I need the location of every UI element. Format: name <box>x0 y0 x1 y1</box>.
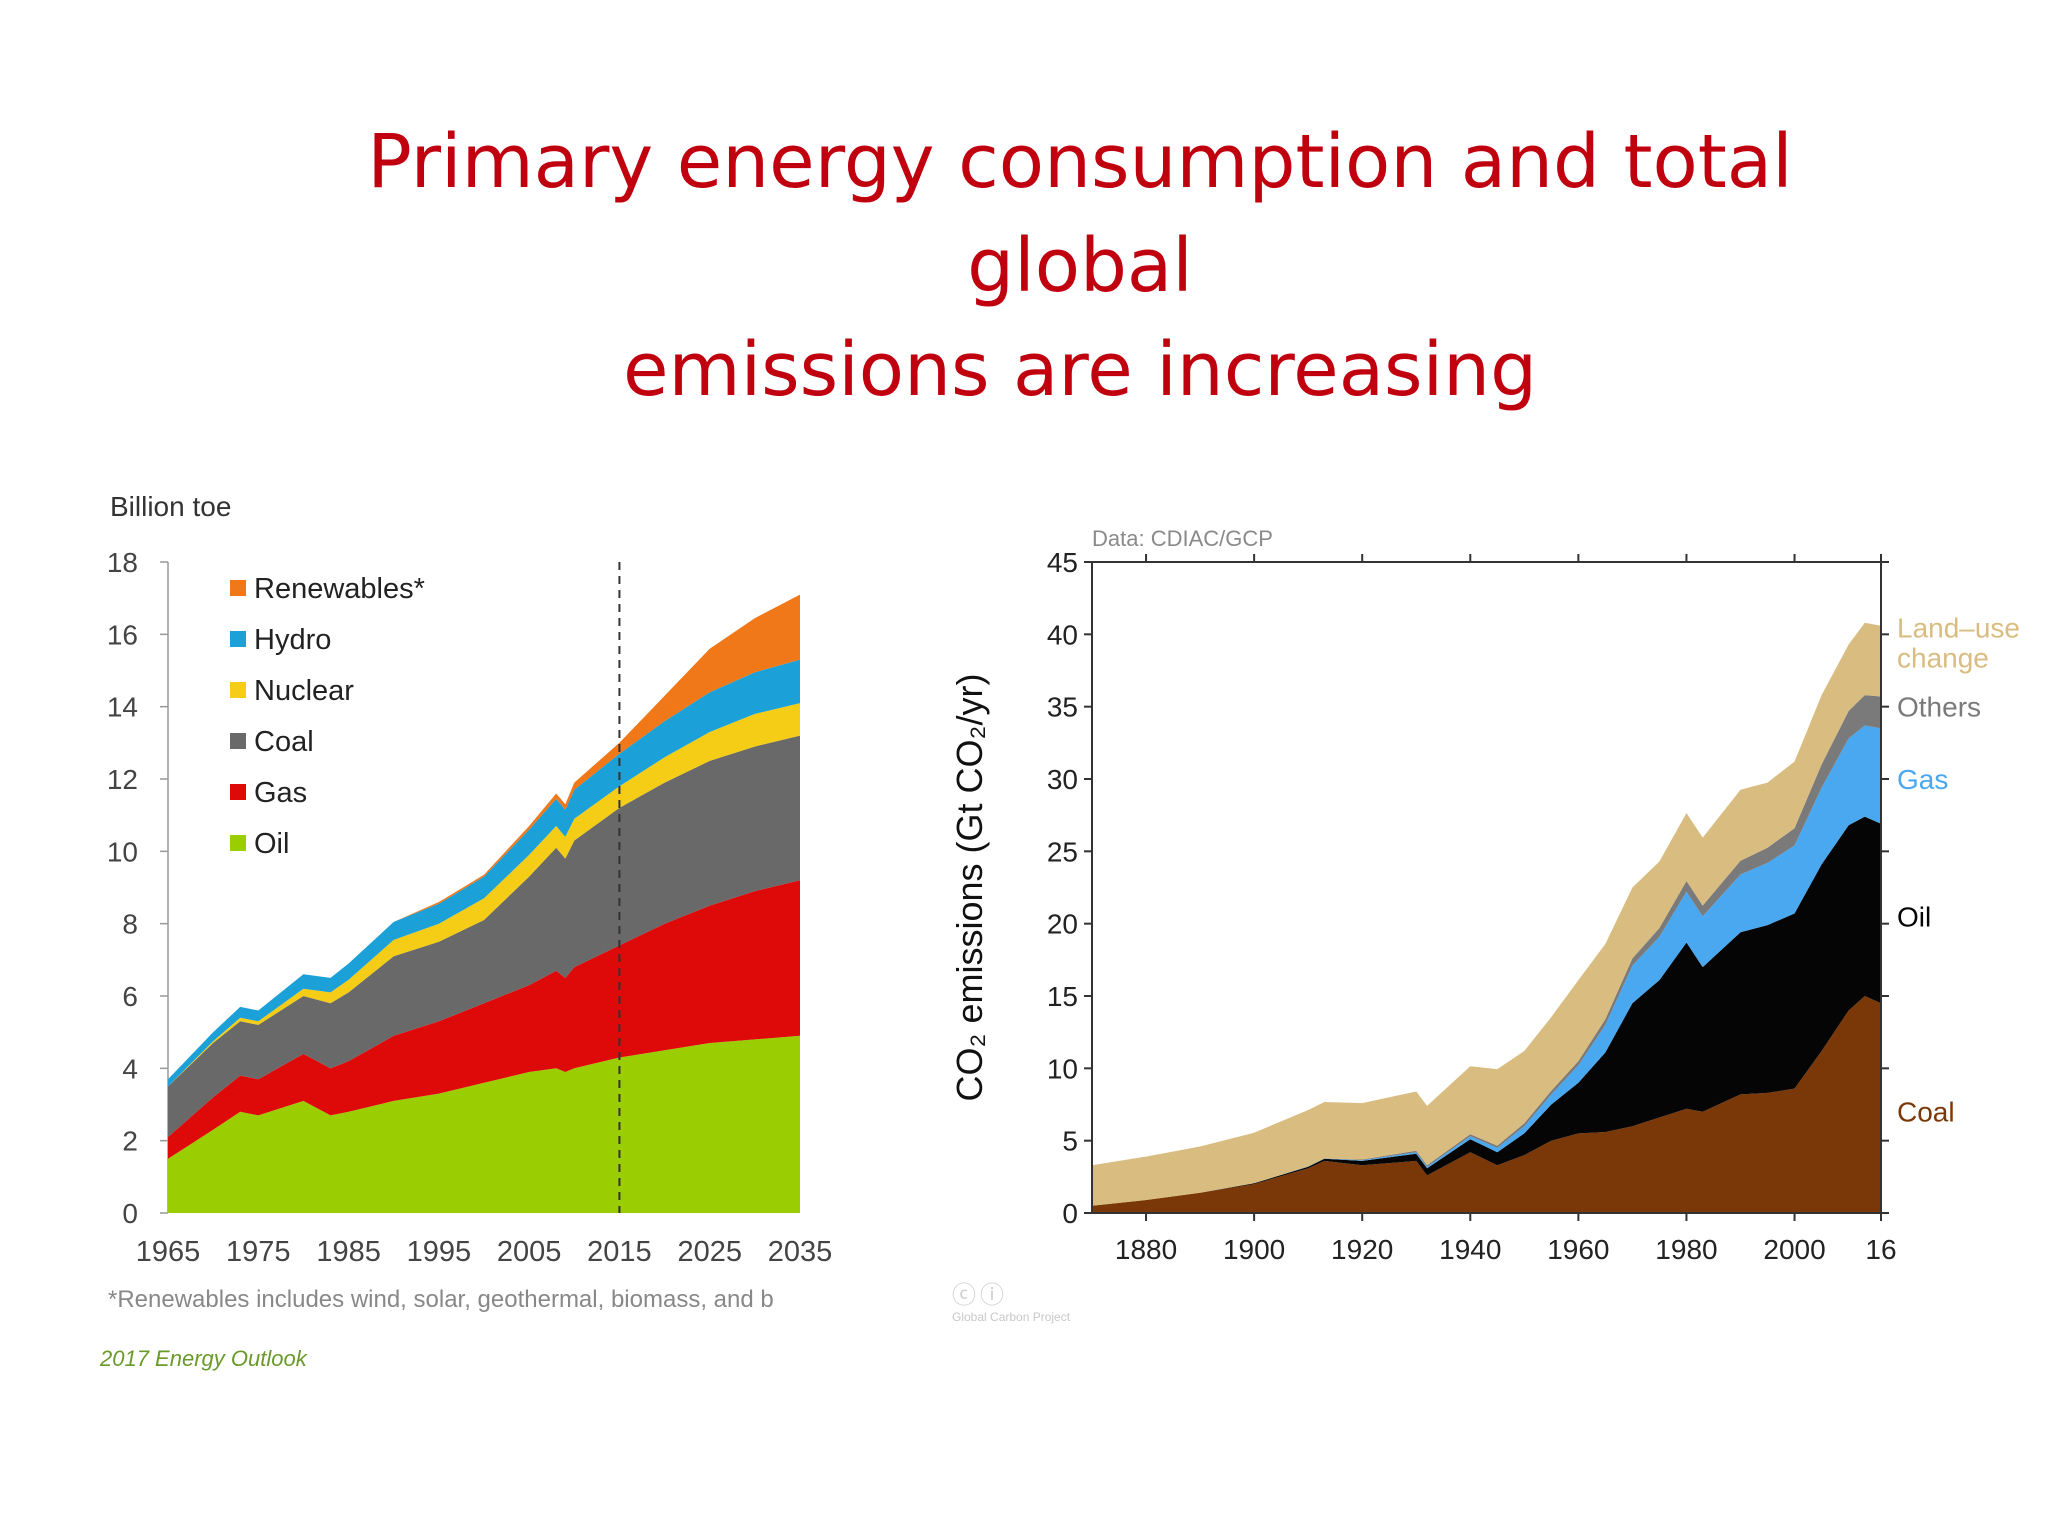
energy-area-renewables <box>168 594 800 1080</box>
y-tick-label: 35 <box>1047 692 1078 723</box>
renewables-footnote: *Renewables includes wind, solar, geothe… <box>108 1286 774 1313</box>
y-tick-label: 30 <box>1047 764 1078 795</box>
legend-swatch-hydro <box>230 631 246 647</box>
co2-emissions-chart: Data: CDIAC/GCP 0 5 10 15 20 25 30 35 40 45 1880 190… <box>949 526 2020 1265</box>
cc-icon: ⓒⓘ <box>952 1282 1008 1309</box>
y-tick-label: 16 <box>107 619 138 650</box>
series-label-others: Others <box>1897 692 1981 723</box>
energy-area-oil <box>168 1035 800 1213</box>
energy-area-nuclear <box>168 703 800 1087</box>
legend-swatch-oil <box>230 835 246 851</box>
y-tick-label: 15 <box>1047 981 1078 1012</box>
x-tick-label: 1960 <box>1547 1234 1609 1265</box>
emissions-area-coal <box>1092 996 1881 1213</box>
x-tick-label: 2035 <box>768 1236 833 1268</box>
x-tick-label: 1880 <box>1115 1234 1177 1265</box>
legend-label-renewables: Renewables* <box>254 573 425 605</box>
legend-swatch-gas <box>230 784 246 800</box>
y-axis-title: CO₂ emissions (Gt CO₂/yr) <box>949 674 990 1102</box>
legend-label-gas: Gas <box>254 777 307 809</box>
y-tick-label: 4 <box>122 1053 138 1084</box>
x-tick-label: 2025 <box>677 1236 742 1268</box>
slide-title-line-1: Primary energy consumption and total glo… <box>367 119 1793 309</box>
energy-outlook-credit: 2017 Energy Outlook <box>100 1346 307 1371</box>
slide-title-line-2: emissions are increasing <box>622 327 1538 413</box>
legend-label-hydro: Hydro <box>254 624 331 656</box>
y-tick-label: 20 <box>1047 909 1078 940</box>
x-tick-label: 1900 <box>1223 1234 1285 1265</box>
y-tick-label: 0 <box>1062 1198 1078 1229</box>
cc-caption: Global Carbon Project <box>952 1310 1071 1324</box>
energy-area-gas <box>168 880 800 1159</box>
x-tick-label: 16 <box>1865 1234 1896 1265</box>
emissions-area-oil <box>1092 816 1881 1206</box>
series-label-oil: Oil <box>1897 901 1931 932</box>
x-tick-label: 1980 <box>1655 1234 1717 1265</box>
data-source-note: Data: CDIAC/GCP <box>1092 526 1273 551</box>
legend-swatch-renewables <box>230 580 246 596</box>
legend-label-oil: Oil <box>254 828 289 860</box>
legend-label-coal: Coal <box>254 726 314 758</box>
series-label-land-use-change: Land–use <box>1897 613 2020 644</box>
y-tick-label: 40 <box>1047 619 1078 650</box>
x-tick-label: 1965 <box>136 1236 201 1268</box>
y-tick-label: 14 <box>107 692 138 723</box>
y-tick-label: 5 <box>1062 1126 1078 1157</box>
x-tick-label: 2005 <box>497 1236 562 1268</box>
energy-area-hydro <box>168 659 800 1087</box>
y-tick-label: 45 <box>1047 547 1078 578</box>
creative-commons-mark: ⓒⓘ Global Carbon Project <box>952 1275 1070 1324</box>
slide-title: Primary energy consumption and total glo… <box>300 110 1860 422</box>
x-tick-label: 2015 <box>587 1236 652 1268</box>
legend-swatch-nuclear <box>230 682 246 698</box>
energy-area-coal <box>168 735 800 1137</box>
plot-frame <box>1091 561 1882 1214</box>
y-tick-label: 18 <box>107 547 138 578</box>
x-tick-label: 1940 <box>1439 1234 1501 1265</box>
x-tick-label: 2000 <box>1763 1234 1825 1265</box>
series-label-gas: Gas <box>1897 764 1948 795</box>
y-tick-label: 10 <box>1047 1053 1078 1084</box>
x-tick-label: 1995 <box>407 1236 472 1268</box>
energy-consumption-chart: Billion toe 0 2 4 6 8 10 12 14 16 18 1965 1975 1985 19… <box>107 491 833 1268</box>
y-tick-label: 2 <box>122 1126 138 1157</box>
x-tick-label: 1920 <box>1331 1234 1393 1265</box>
y-tick-label: 0 <box>122 1198 138 1229</box>
legend-swatch-coal <box>230 733 246 749</box>
legend-label-nuclear: Nuclear <box>254 675 354 707</box>
y-tick-label: 8 <box>122 909 138 940</box>
y-tick-label: 6 <box>122 981 138 1012</box>
emissions-area-land-use-change <box>1092 622 1881 1206</box>
y-tick-label: 25 <box>1047 836 1078 867</box>
series-label-coal: Coal <box>1897 1097 1955 1128</box>
y-tick-label: 10 <box>107 836 138 867</box>
x-tick-label: 1985 <box>316 1236 381 1268</box>
x-tick-label: 1975 <box>226 1236 291 1268</box>
series-label-land-use-change-cont: change <box>1897 643 1989 674</box>
y-tick-label: 12 <box>107 764 138 795</box>
y-axis-title: Billion toe <box>110 491 231 522</box>
